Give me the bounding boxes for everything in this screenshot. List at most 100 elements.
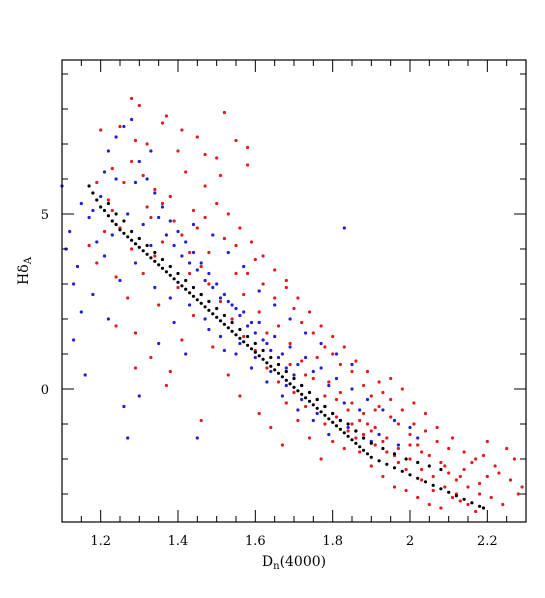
- series-2-point: [284, 378, 288, 382]
- series-0-point: [284, 285, 288, 290]
- series-0-point: [462, 450, 466, 454]
- series-2-point: [180, 284, 184, 288]
- series-0-point: [153, 254, 157, 258]
- series-1-point: [122, 124, 126, 129]
- series-2-point: [319, 410, 323, 414]
- series-1-point: [172, 320, 176, 325]
- series-1-point: [168, 219, 172, 223]
- series-0-point: [470, 460, 474, 465]
- series-1-point: [153, 191, 157, 195]
- series-0-point: [362, 411, 366, 416]
- series-2-point: [126, 235, 130, 239]
- series-2-point: [454, 494, 458, 498]
- series-0-point: [493, 464, 497, 468]
- series-0-point: [365, 369, 370, 374]
- series-0-point: [334, 415, 339, 419]
- series-0-point: [137, 103, 141, 108]
- series-0-point: [331, 334, 335, 339]
- series-0-point: [160, 201, 165, 206]
- series-0-point: [222, 236, 226, 241]
- series-2-point: [114, 222, 118, 227]
- series-0-point: [431, 488, 435, 493]
- series-0-point: [234, 243, 238, 248]
- series-0-point: [215, 201, 219, 206]
- series-2-point: [284, 369, 288, 374]
- series-2-point: [439, 467, 443, 472]
- series-0-point: [130, 247, 134, 251]
- series-0-point: [420, 450, 424, 454]
- series-0-point: [392, 485, 397, 489]
- series-1-point: [157, 341, 161, 346]
- series-0-point: [458, 474, 462, 479]
- series-1-point: [72, 338, 76, 342]
- series-1-point: [153, 285, 157, 290]
- series-1-point: [79, 201, 83, 206]
- series-0-point: [319, 324, 323, 328]
- series-1-point: [276, 355, 281, 360]
- series-1-point: [191, 250, 196, 255]
- series-0-point: [141, 173, 145, 178]
- series-2-point: [234, 333, 238, 337]
- series-2-point: [311, 403, 315, 407]
- series-1-point: [315, 411, 319, 416]
- series-1-point: [95, 240, 99, 244]
- series-2-point: [106, 214, 110, 218]
- series-0-point: [195, 135, 199, 139]
- series-0-point: [420, 478, 424, 482]
- series-0-point: [203, 184, 207, 188]
- series-2-point: [141, 249, 145, 253]
- series-2-point: [114, 212, 118, 216]
- series-2-point: [110, 219, 114, 223]
- series-1-point: [253, 355, 257, 360]
- series-2-point: [447, 490, 451, 494]
- series-0-point: [338, 390, 342, 395]
- series-2-point: [323, 413, 327, 417]
- series-0-point: [466, 485, 470, 489]
- series-2-point: [261, 348, 265, 353]
- x-tick-label: 1.4: [168, 534, 189, 549]
- series-1-point: [311, 369, 315, 374]
- axis-ticks: [61, 60, 527, 522]
- series-0-point: [234, 271, 238, 276]
- series-0-point: [207, 250, 211, 255]
- series-2-point: [362, 448, 366, 452]
- series-0-point: [485, 439, 489, 444]
- series-1-point: [284, 383, 288, 388]
- series-1-point: [284, 366, 288, 370]
- series-0-point: [334, 397, 339, 402]
- series-1-point: [207, 327, 211, 332]
- series-1-point: [396, 443, 400, 447]
- series-2-point: [246, 343, 250, 347]
- series-1-point: [234, 352, 238, 356]
- series-2-point: [315, 397, 319, 402]
- series-0-point: [331, 352, 335, 356]
- series-2-point: [315, 406, 319, 410]
- series-1-point: [334, 376, 339, 381]
- series-0-point: [373, 443, 377, 447]
- series-2-point: [157, 263, 161, 267]
- series-0-point: [238, 394, 242, 398]
- x-tick-label: 1.8: [322, 534, 343, 549]
- y-tick-labels: 05: [41, 208, 49, 398]
- series-2-point: [323, 404, 327, 409]
- series-1-point: [292, 373, 296, 377]
- series-2-point: [346, 434, 350, 438]
- x-axis-title-rest: (4000): [280, 554, 327, 570]
- series-0-point: [489, 495, 493, 500]
- series-0-point: [412, 401, 416, 405]
- series-1-point: [207, 271, 211, 276]
- series-1-point: [133, 261, 138, 265]
- series-0-point: [149, 215, 153, 220]
- series-0-point: [346, 429, 350, 433]
- series-0-point: [404, 467, 408, 472]
- series-0-point: [184, 170, 188, 174]
- series-0-point: [443, 464, 447, 468]
- series-2-point: [191, 285, 196, 290]
- series-0-point: [188, 271, 192, 276]
- series-2-point: [354, 429, 358, 433]
- series-0-point: [350, 369, 354, 374]
- series-0-point: [160, 121, 165, 125]
- series-1-point: [257, 289, 261, 293]
- series-1-point: [172, 243, 176, 248]
